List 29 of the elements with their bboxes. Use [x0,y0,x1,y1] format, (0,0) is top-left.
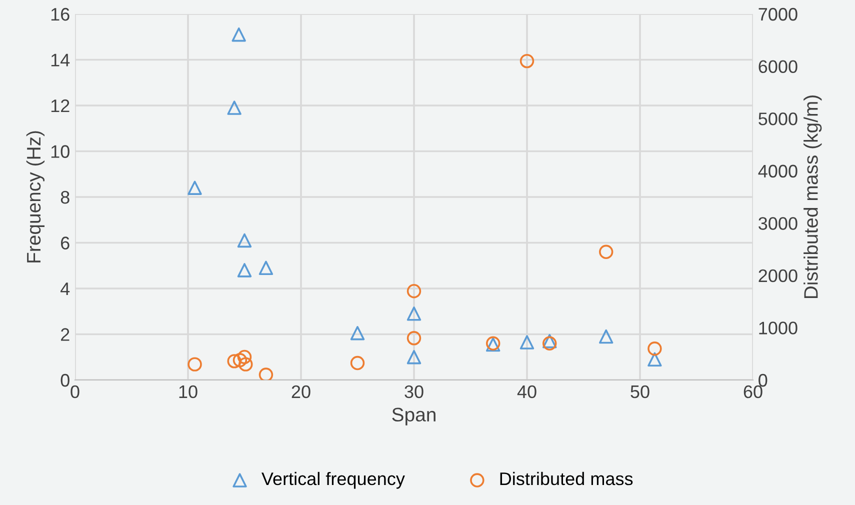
x-tick-label: 60 [744,385,762,398]
x-tick-label: 0 [70,385,80,398]
y-tick-label: 16 [51,8,70,21]
y-tick-label: 12 [51,99,70,112]
y2-tick-label: 1000 [759,322,798,334]
y2-tick-label: 4000 [758,164,798,178]
y-tick-label: 2 [61,328,70,341]
y2-tick-label: 6000 [758,60,798,74]
y2-tick-label: 3000 [758,217,798,230]
y2-tick-label: 5000 [758,112,798,126]
y-tick-label: 0 [60,374,70,387]
y2-tick-label: 0 [758,374,768,387]
y-tick-label: 6 [61,236,70,250]
legend-label: Vertical frequency [262,472,405,489]
x-tick-label: 50 [630,385,650,398]
y2-tick-label: 2000 [758,269,798,282]
x-axis-title: Span [392,408,436,426]
y-tick-label: 4 [60,282,70,296]
legend-label: Distributed mass [500,472,633,486]
y-tick-label: 14 [51,54,70,66]
x-tick-label: 40 [517,385,536,398]
x-tick-label: 20 [292,385,310,398]
y-axis-title: Frequency (Hz) [26,131,44,262]
y-tick-label: 10 [51,145,70,158]
y-tick-label: 8 [60,190,70,204]
x-tick-label: 30 [404,385,424,398]
x-tick-label: 10 [179,385,198,398]
y2-axis-title: Distributed mass (kg/m) [804,96,822,298]
y2-tick-label: 7000 [758,8,798,21]
